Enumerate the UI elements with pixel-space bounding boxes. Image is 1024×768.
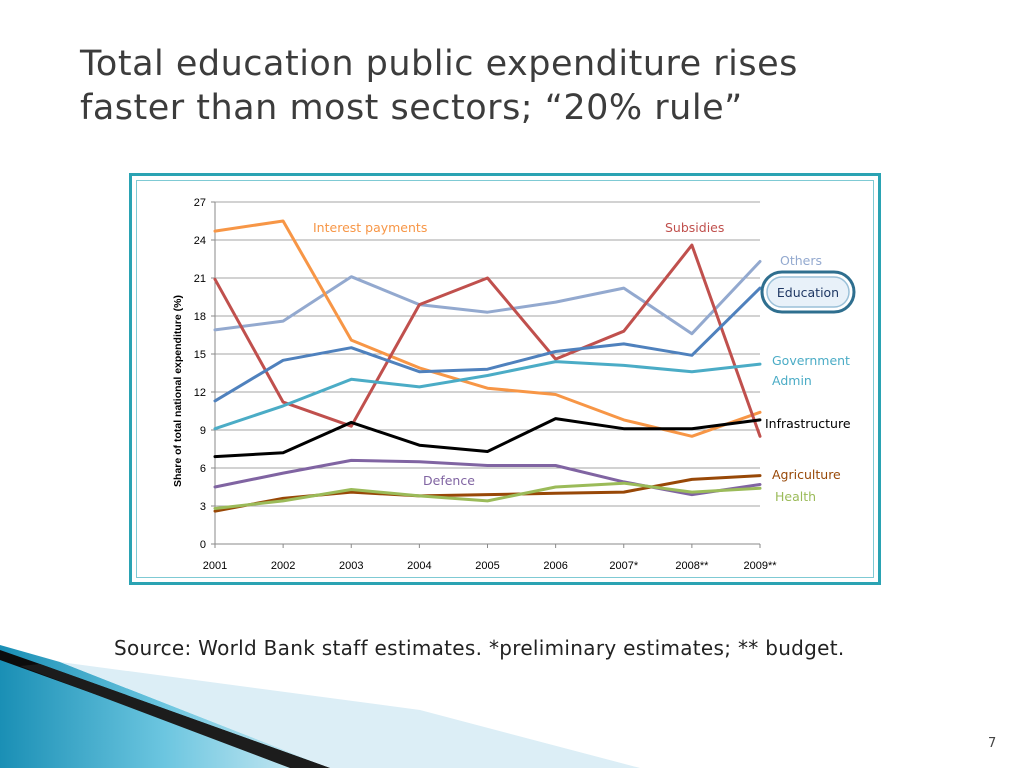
series-line-health bbox=[213, 481, 762, 510]
slide-title-line-1: Total education public expenditure rises bbox=[80, 44, 798, 84]
x-tick-label: 2004 bbox=[407, 560, 431, 572]
slide-number: 7 bbox=[988, 736, 997, 751]
label-education: Education bbox=[777, 285, 839, 300]
slide-title-line-2: faster than most sectors; “20% rule” bbox=[80, 88, 743, 128]
y-tick-label: 21 bbox=[194, 273, 206, 285]
label-government: Government bbox=[772, 353, 850, 368]
x-tick-label: 2001 bbox=[203, 560, 227, 572]
label-health: Health bbox=[775, 489, 816, 504]
y-tick-label: 27 bbox=[194, 197, 206, 209]
x-tick-label: 2006 bbox=[543, 560, 567, 572]
x-tick-label: 2008** bbox=[675, 560, 709, 572]
chart-area: 0 3 6 9 12 15 18 21 24 27 2001 2002 2003 2004 2005 2006… bbox=[136, 180, 874, 578]
y-tick-label: 15 bbox=[194, 349, 206, 361]
series-labels: Interest payments Subsidies Others Educatio… bbox=[313, 220, 856, 504]
y-axis-label: Share of total national expenditure (%) bbox=[172, 295, 184, 487]
label-interest-payments: Interest payments bbox=[313, 220, 427, 235]
series-line-education bbox=[213, 286, 762, 403]
y-tick-label: 3 bbox=[200, 501, 206, 513]
label-infrastructure: Infrastructure bbox=[765, 416, 851, 431]
education-highlight-inner bbox=[766, 276, 850, 308]
chart-frame: 0 3 6 9 12 15 18 21 24 27 2001 2002 2003 2004 2005 2006… bbox=[129, 173, 881, 585]
y-tick-label: 0 bbox=[200, 539, 206, 551]
series-line-others bbox=[213, 260, 762, 336]
y-tick-label: 6 bbox=[200, 463, 206, 475]
series-line-infrastructure bbox=[213, 417, 762, 459]
x-tick-label: 2003 bbox=[339, 560, 363, 572]
label-agriculture: Agriculture bbox=[772, 467, 841, 482]
label-subsidies: Subsidies bbox=[665, 220, 724, 235]
y-tick-label: 9 bbox=[200, 425, 206, 437]
gridlines bbox=[215, 201, 760, 545]
source-note: Source: World Bank staff estimates. *pre… bbox=[114, 636, 845, 660]
label-others: Others bbox=[780, 253, 822, 268]
x-tick-label: 2002 bbox=[271, 560, 295, 572]
x-axis: 2001 2002 2003 2004 2005 2006 2007* 2008** 2009*… bbox=[203, 544, 777, 572]
x-tick-label: 2005 bbox=[475, 560, 499, 572]
series-line-subsidies bbox=[213, 243, 762, 438]
slide-title: Total education public expenditure rises… bbox=[80, 42, 960, 130]
label-defence: Defence bbox=[423, 473, 475, 488]
x-tick-label: 2007* bbox=[609, 560, 638, 572]
label-admin: Admin bbox=[772, 373, 812, 388]
series-line-interest-payments bbox=[213, 219, 762, 438]
series bbox=[213, 219, 762, 513]
y-axis: 0 3 6 9 12 15 18 21 24 27 bbox=[194, 197, 216, 551]
y-tick-label: 24 bbox=[194, 235, 206, 247]
y-tick-label: 12 bbox=[194, 387, 206, 399]
series-line-government-admin bbox=[213, 360, 762, 431]
x-tick-label: 2009** bbox=[743, 560, 777, 572]
line-chart: 0 3 6 9 12 15 18 21 24 27 2001 2002 2003 2004 2005 2006… bbox=[172, 197, 856, 572]
y-tick-label: 18 bbox=[194, 311, 206, 323]
